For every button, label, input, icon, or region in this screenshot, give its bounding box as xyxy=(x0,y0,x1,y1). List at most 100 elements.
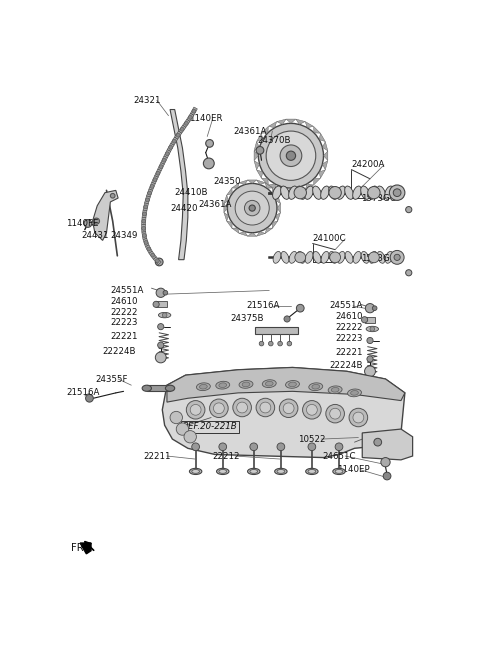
Circle shape xyxy=(237,402,248,413)
Polygon shape xyxy=(143,203,148,211)
Circle shape xyxy=(163,291,168,295)
Text: FR.: FR. xyxy=(71,543,86,554)
Text: 24200A: 24200A xyxy=(351,161,385,169)
Polygon shape xyxy=(265,182,273,188)
Circle shape xyxy=(210,399,228,417)
Text: 24361A: 24361A xyxy=(198,199,231,209)
Polygon shape xyxy=(277,203,280,213)
Polygon shape xyxy=(277,119,286,125)
Circle shape xyxy=(233,398,252,417)
Circle shape xyxy=(156,259,159,262)
Polygon shape xyxy=(268,121,276,128)
Ellipse shape xyxy=(142,385,152,392)
Circle shape xyxy=(192,443,200,451)
Ellipse shape xyxy=(377,251,385,263)
Circle shape xyxy=(153,301,159,308)
Text: 10522: 10522 xyxy=(298,434,325,443)
Circle shape xyxy=(192,109,196,113)
Polygon shape xyxy=(183,119,190,127)
Polygon shape xyxy=(272,188,278,195)
Ellipse shape xyxy=(288,382,296,387)
Circle shape xyxy=(308,443,316,451)
Polygon shape xyxy=(257,180,265,184)
Ellipse shape xyxy=(273,186,281,199)
Polygon shape xyxy=(319,170,325,178)
Ellipse shape xyxy=(337,251,345,263)
Circle shape xyxy=(330,252,340,263)
Bar xyxy=(365,317,375,323)
Ellipse shape xyxy=(348,389,361,397)
Text: 22223: 22223 xyxy=(110,318,138,327)
Text: 24361A: 24361A xyxy=(234,127,267,136)
Text: 24410B: 24410B xyxy=(175,188,208,197)
Circle shape xyxy=(277,443,285,451)
Polygon shape xyxy=(149,182,155,190)
Polygon shape xyxy=(227,188,232,195)
Text: 24349: 24349 xyxy=(110,230,138,239)
Ellipse shape xyxy=(289,251,297,263)
Polygon shape xyxy=(257,170,263,178)
Polygon shape xyxy=(164,150,171,158)
Ellipse shape xyxy=(190,468,202,474)
Circle shape xyxy=(157,323,164,330)
Text: 22222: 22222 xyxy=(335,323,362,332)
Circle shape xyxy=(329,186,341,199)
Circle shape xyxy=(256,398,275,417)
Polygon shape xyxy=(179,125,186,133)
Polygon shape xyxy=(143,238,149,247)
Polygon shape xyxy=(162,367,405,458)
Circle shape xyxy=(159,165,163,169)
Ellipse shape xyxy=(192,470,200,474)
Ellipse shape xyxy=(312,186,322,199)
Circle shape xyxy=(296,304,304,312)
Circle shape xyxy=(85,394,93,402)
Ellipse shape xyxy=(275,468,287,474)
Bar xyxy=(156,301,167,308)
Text: 24100C: 24100C xyxy=(312,234,346,243)
Polygon shape xyxy=(227,221,232,228)
Polygon shape xyxy=(286,119,296,123)
Polygon shape xyxy=(254,151,258,161)
Circle shape xyxy=(349,408,368,427)
Ellipse shape xyxy=(265,381,273,386)
Polygon shape xyxy=(248,233,257,236)
Polygon shape xyxy=(142,225,146,232)
Circle shape xyxy=(278,341,282,346)
Polygon shape xyxy=(268,184,276,190)
Text: 24551A: 24551A xyxy=(330,301,363,310)
Text: 24355F: 24355F xyxy=(95,375,127,384)
Circle shape xyxy=(168,146,173,150)
Ellipse shape xyxy=(329,186,337,199)
Circle shape xyxy=(162,158,166,162)
Circle shape xyxy=(406,207,412,213)
Polygon shape xyxy=(80,543,91,554)
Circle shape xyxy=(156,258,163,266)
Circle shape xyxy=(184,121,188,125)
Circle shape xyxy=(367,356,373,362)
Polygon shape xyxy=(145,245,152,253)
Circle shape xyxy=(156,352,166,363)
Ellipse shape xyxy=(309,383,323,390)
Polygon shape xyxy=(187,113,194,121)
Ellipse shape xyxy=(248,468,260,474)
Circle shape xyxy=(249,205,255,211)
Polygon shape xyxy=(362,429,413,460)
Ellipse shape xyxy=(305,251,313,263)
Polygon shape xyxy=(323,142,328,151)
Polygon shape xyxy=(154,256,161,264)
Circle shape xyxy=(266,131,316,180)
Circle shape xyxy=(93,218,99,224)
Text: 22224B: 22224B xyxy=(330,361,363,370)
Circle shape xyxy=(406,270,412,276)
Text: 1140ER: 1140ER xyxy=(190,114,223,123)
Polygon shape xyxy=(167,367,405,402)
Text: 24350: 24350 xyxy=(214,176,241,186)
Text: 22212: 22212 xyxy=(212,451,240,461)
Circle shape xyxy=(335,443,343,451)
Circle shape xyxy=(256,146,264,154)
Polygon shape xyxy=(276,213,280,221)
Text: 24375B: 24375B xyxy=(230,314,264,323)
Ellipse shape xyxy=(277,470,285,474)
Polygon shape xyxy=(305,121,313,128)
Ellipse shape xyxy=(361,186,370,199)
